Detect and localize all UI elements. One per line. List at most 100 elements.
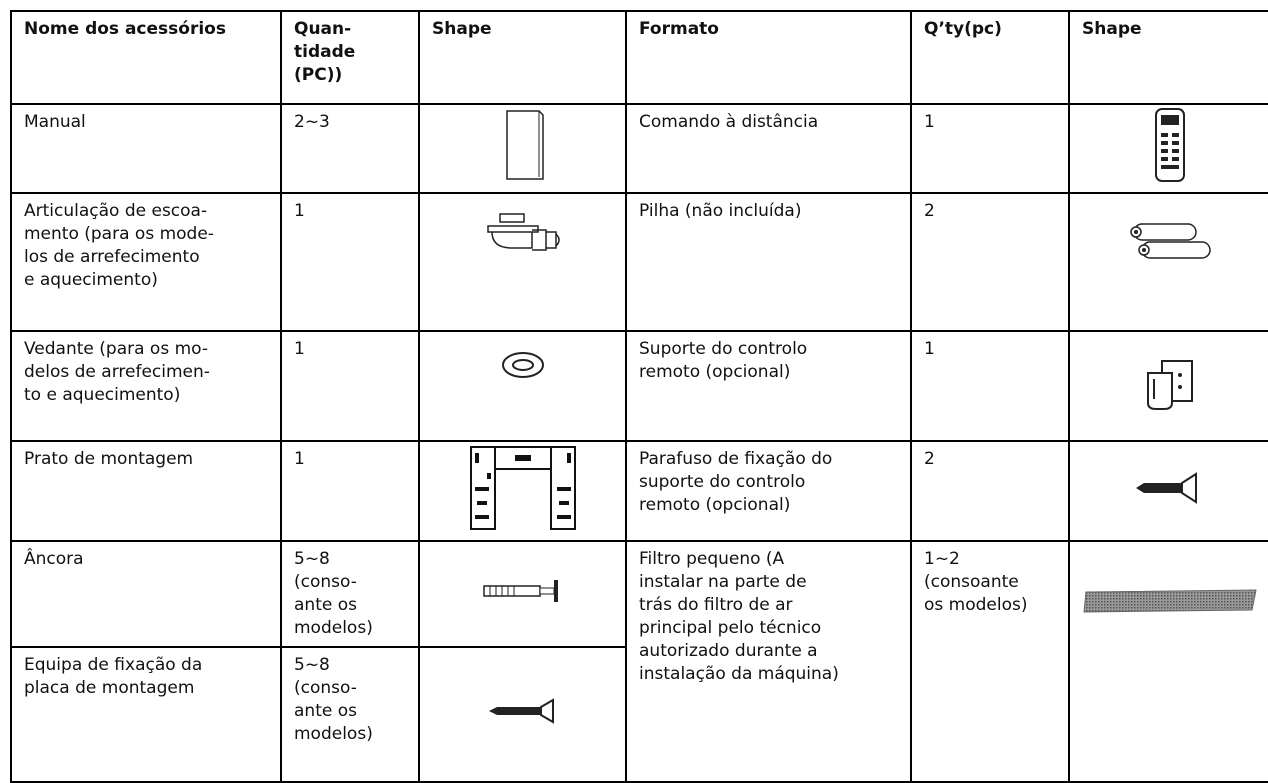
text-line: ante os [294,701,357,721]
shape-cell [418,192,627,332]
text-line: (conso- [294,572,357,592]
shape-cell [418,540,627,648]
cell: Prato de montagem [10,440,282,542]
cell: 5~8 (conso-ante os modelos) [280,540,420,648]
text-line: instalar na parte de [639,572,807,592]
filter-icon [1083,589,1257,613]
text-line: principal pelo técnico [639,618,822,638]
text-line: os modelos) [924,595,1028,615]
text-line: modelos) [294,618,373,638]
text-line: Equipa de fixação da [24,655,203,675]
cell: Suporte do controlo remoto (opcional) [625,330,912,442]
cell: 1~2 (consoante os modelos) [910,540,1070,783]
text-line: remoto (opcional) [639,362,791,382]
text-line: (consoante [924,572,1019,592]
holder-icon [1147,359,1193,410]
cell: Pilha (não incluída) [625,192,912,332]
text-line: Filtro pequeno (A [639,549,785,569]
anchor-icon [482,579,558,602]
drain-joint-icon [486,213,560,251]
shape-cell [1068,103,1268,194]
header-cell: Q’ty(pc) [910,10,1070,105]
cell: 1 [910,103,1070,194]
text-line: 1~2 [924,549,960,569]
cell: Parafuso de fixação do suporte do control… [625,440,912,542]
row: Vedante (para os mo-delos de arrefecimen… [10,330,1268,442]
cell: Vedante (para os mo-delos de arrefecimen… [10,330,282,442]
shape-cell [418,330,627,442]
text-line: Nome dos acessórios [24,19,226,39]
text-line: 1 [294,449,305,469]
header-row: Nome dos acessórios Quan-tidade (PC)) Sha… [10,10,1268,105]
shape-cell [418,440,627,542]
text-line: tidade [294,42,356,62]
cell: 2 [910,192,1070,332]
text-line: Shape [1082,19,1142,39]
text-line: 1 [294,201,305,221]
text-line: Parafuso de fixação do [639,449,833,469]
cell: Comando à distância [625,103,912,194]
shape-cell [1068,192,1268,332]
battery-icon [1130,223,1211,259]
shape-cell [1068,330,1268,442]
text-line: autorizado durante a [639,641,818,661]
text-line: 2 [924,201,935,221]
cell: 1 [280,192,420,332]
header-cell: Nome dos acessórios [10,10,282,105]
text-line: delos de arrefecimen- [24,362,210,382]
text-line: 2~3 [294,112,330,132]
row: Prato de montagem 1 Parafuso de fixação … [10,440,1268,542]
text-line: remoto (opcional) [639,495,791,515]
row: Manual 2~3 Comando à distância 1 [10,103,1268,194]
text-line: Âncora [24,549,84,569]
text-line: suporte do controlo [639,472,806,492]
text-line: Comando à distância [639,112,819,132]
cell: 1 [280,440,420,542]
fixing-screw-icon [488,698,554,724]
text-line: placa de montagem [24,678,195,698]
shape-cell [418,646,627,783]
text-line: instalação da máquina) [639,664,839,684]
text-line: 1 [294,339,305,359]
row: Equipa de fixação da placa de montagem 5~… [10,646,1268,783]
text-line: Suporte do controlo [639,339,808,359]
cell: 1 [280,330,420,442]
shape-cell [1068,540,1268,783]
header-cell: Quan-tidade (PC)) [280,10,420,105]
text-line: Manual [24,112,86,132]
text-line: Shape [432,19,492,39]
text-line: to e aquecimento) [24,385,181,405]
header-cell: Formato [625,10,912,105]
cell: Âncora [10,540,282,648]
mounting-plate-icon [469,445,576,530]
header-cell: Shape [418,10,627,105]
cell: 5~8 (conso-ante os modelos) [280,646,420,783]
accessories-table: Nome dos acessórios Quan-tidade (PC)) Sha… [10,10,1268,783]
cell: Equipa de fixação da placa de montagem [10,646,282,783]
text-line: 5~8 [294,549,330,569]
text-line: Vedante (para os mo- [24,339,209,359]
text-line: mento (para os mode- [24,224,214,244]
text-line: 1 [924,339,935,359]
text-line: 5~8 [294,655,330,675]
seal-icon [501,352,544,378]
text-line: e aquecimento) [24,270,158,290]
text-line: Formato [639,19,719,39]
text-line: trás do filtro de ar [639,595,793,615]
header-cell: Shape [1068,10,1268,105]
remote-icon [1155,108,1185,182]
row: Articulação de escoa-mento (para os mode… [10,192,1268,332]
text-line: los de arrefecimento [24,247,200,267]
cell: Filtro pequeno (A instalar na parte de trá… [625,540,912,783]
row: Âncora 5~8 (conso-ante os modelos) Filtro … [10,540,1268,783]
text-line: Pilha (não incluída) [639,201,802,221]
screw-icon [1136,471,1197,504]
cell: 2 [910,440,1070,542]
manual-icon [505,110,544,180]
text-line: (conso- [294,678,357,698]
text-line: Q’ty(pc) [924,19,1002,39]
cell: Manual [10,103,282,194]
shape-cell [1068,440,1268,542]
